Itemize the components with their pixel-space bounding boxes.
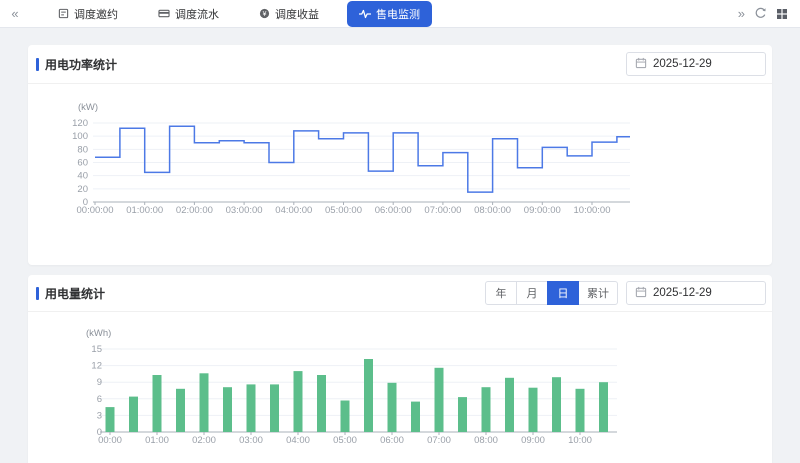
tab-bar: « 调度邀约 调度流水 ¥ 调度收益 xyxy=(0,0,800,28)
tab-dispatch-profit[interactable]: ¥ 调度收益 xyxy=(247,0,331,28)
svg-text:08:00:00: 08:00:00 xyxy=(474,205,511,216)
tab-power-monitor[interactable]: 售电监测 xyxy=(347,0,432,27)
svg-text:02:00:00: 02:00:00 xyxy=(176,205,213,216)
open-tabs: 调度邀约 调度流水 ¥ 调度收益 售电监测 xyxy=(30,0,432,28)
svg-text:40: 40 xyxy=(77,171,88,182)
power-card-header: 用电功率统计 2025-12-29 xyxy=(28,45,772,84)
svg-text:06:00:00: 06:00:00 xyxy=(375,205,412,216)
svg-text:10:00:00: 10:00:00 xyxy=(574,205,611,216)
power-card-title: 用电功率统计 xyxy=(36,56,117,73)
svg-text:20: 20 xyxy=(77,184,88,195)
pulse-monitor-icon xyxy=(359,9,371,19)
svg-text:9: 9 xyxy=(97,377,102,388)
coin-icon: ¥ xyxy=(259,8,270,19)
energy-card-controls: 年 月 日 累计 2025-12-29 xyxy=(485,281,766,305)
range-day-button[interactable]: 日 xyxy=(547,281,579,305)
svg-text:04:00: 04:00 xyxy=(286,435,310,446)
svg-text:120: 120 xyxy=(72,118,88,129)
svg-text:03:00: 03:00 xyxy=(239,435,263,446)
svg-text:80: 80 xyxy=(77,144,88,155)
range-year-button[interactable]: 年 xyxy=(485,281,517,305)
tab-label: 调度流水 xyxy=(175,8,219,21)
collapse-tabs-icon[interactable]: « xyxy=(11,5,19,21)
svg-text:08:00: 08:00 xyxy=(474,435,498,446)
svg-text:(kW): (kW) xyxy=(78,102,98,113)
svg-text:0: 0 xyxy=(83,197,88,208)
title-accent-bar xyxy=(36,286,39,300)
svg-text:03:00:00: 03:00:00 xyxy=(226,205,263,216)
energy-card-title: 用电量统计 xyxy=(36,285,105,302)
svg-text:6: 6 xyxy=(97,394,102,405)
tab-label: 调度收益 xyxy=(275,8,319,21)
svg-text:¥: ¥ xyxy=(263,11,267,18)
svg-text:06:00: 06:00 xyxy=(380,435,404,446)
svg-text:3: 3 xyxy=(97,410,102,421)
energy-stats-card: 用电量统计 年 月 日 累计 2025-12-29 0 3 6 9 12 15 00:00 0… xyxy=(28,275,772,463)
energy-bar-chart: 0 3 6 9 12 15 00:00 01:00 02:00 03:00 04:00 05:00 06… xyxy=(86,328,617,446)
range-cumulative-button[interactable]: 累计 xyxy=(578,281,618,305)
tab-dispatch-invite[interactable]: 调度邀约 xyxy=(46,0,130,28)
range-month-button[interactable]: 月 xyxy=(516,281,548,305)
date-value: 2025-12-29 xyxy=(653,58,712,70)
date-value: 2025-12-29 xyxy=(653,287,712,299)
range-segmented-control: 年 月 日 累计 xyxy=(485,281,618,305)
svg-text:05:00: 05:00 xyxy=(333,435,357,446)
svg-text:15: 15 xyxy=(91,344,102,355)
svg-text:07:00: 07:00 xyxy=(427,435,451,446)
svg-text:60: 60 xyxy=(77,158,88,169)
svg-text:01:00:00: 01:00:00 xyxy=(126,205,163,216)
svg-text:05:00:00: 05:00:00 xyxy=(325,205,362,216)
tab-dispatch-flow[interactable]: 调度流水 xyxy=(146,0,231,28)
svg-text:10:00: 10:00 xyxy=(568,435,592,446)
energy-card-header: 用电量统计 年 月 日 累计 2025-12-29 xyxy=(28,275,772,312)
document-icon xyxy=(58,8,69,19)
svg-text:(kWh): (kWh) xyxy=(86,328,111,339)
svg-text:04:00:00: 04:00:00 xyxy=(275,205,312,216)
tab-label: 调度邀约 xyxy=(74,8,118,21)
tab-bar-actions: » xyxy=(738,0,800,28)
svg-text:12: 12 xyxy=(91,361,102,372)
tab-label: 售电监测 xyxy=(376,8,420,21)
grid-menu-icon[interactable] xyxy=(776,8,788,20)
expand-tabs-icon[interactable]: » xyxy=(737,5,745,21)
calendar-icon xyxy=(635,286,647,301)
section-title: 用电量统计 xyxy=(45,286,106,301)
power-line-chart: 0 20 40 60 80 100 120 00:00:00 01:00:00 02:00:00 0… xyxy=(72,102,630,216)
svg-text:00:00:00: 00:00:00 xyxy=(77,205,114,216)
energy-date-picker[interactable]: 2025-12-29 xyxy=(626,281,766,305)
svg-text:07:00:00: 07:00:00 xyxy=(424,205,461,216)
calendar-icon xyxy=(635,57,647,72)
title-accent-bar xyxy=(36,57,39,71)
power-date-picker[interactable]: 2025-12-29 xyxy=(626,52,766,76)
svg-text:09:00:00: 09:00:00 xyxy=(524,205,561,216)
svg-text:02:00: 02:00 xyxy=(192,435,216,446)
section-title: 用电功率统计 xyxy=(45,57,118,72)
svg-text:01:00: 01:00 xyxy=(145,435,169,446)
svg-text:0: 0 xyxy=(97,427,102,438)
refresh-icon[interactable] xyxy=(754,7,767,20)
card-list-icon xyxy=(158,8,170,19)
power-stats-card: 用电功率统计 2025-12-29 0 20 40 60 80 100 120 00:00:0… xyxy=(28,45,772,265)
svg-text:100: 100 xyxy=(72,131,88,142)
svg-text:00:00: 00:00 xyxy=(98,435,122,446)
svg-text:09:00: 09:00 xyxy=(521,435,545,446)
